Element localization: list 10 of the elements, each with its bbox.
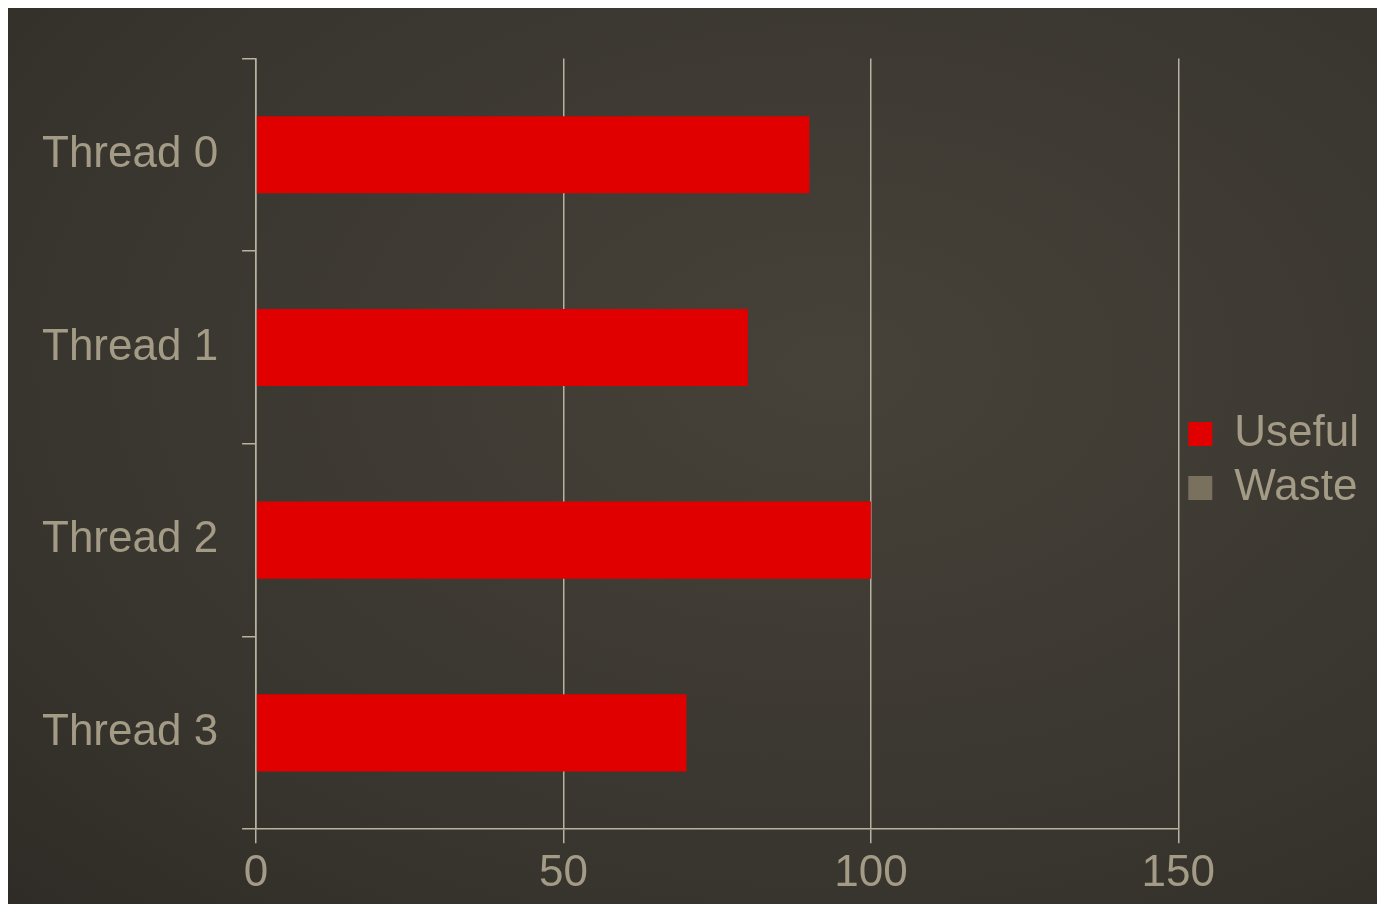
x-tick-label: 150	[1141, 845, 1215, 895]
x-tick-label: 50	[539, 845, 588, 895]
x-tick-label: 0	[243, 845, 269, 895]
y-tick-label: Thread 2	[42, 512, 219, 562]
legend-label: Useful	[1234, 406, 1359, 456]
y-tick-label: Thread 1	[42, 319, 219, 369]
legend-label: Waste	[1234, 460, 1358, 510]
y-tick-label: Thread 0	[42, 126, 219, 176]
x-tick-label: 100	[834, 845, 908, 895]
y-tick-label: Thread 3	[42, 704, 219, 754]
